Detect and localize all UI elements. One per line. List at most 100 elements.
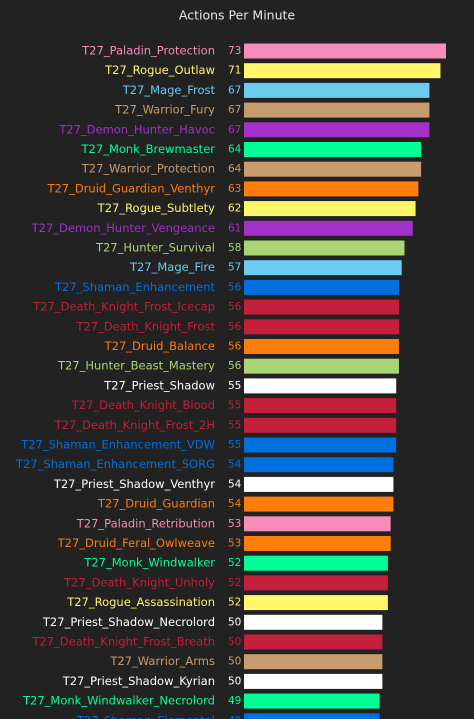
value-label: 56 [228, 281, 242, 293]
value-label: 54 [228, 498, 242, 510]
bar [244, 102, 430, 118]
category-label: T27_Monk_Brewmaster [81, 142, 216, 156]
value-label: 50 [228, 616, 241, 628]
bar [244, 575, 388, 591]
bar [244, 260, 402, 276]
category-label: T27_Shaman_Enhancement [54, 280, 215, 294]
value-label: 50 [228, 636, 241, 648]
category-label: T27_Druid_Guardian [97, 497, 215, 511]
bar [244, 417, 397, 433]
value-label: 62 [228, 203, 241, 215]
value-label: 57 [228, 262, 241, 274]
bar [244, 378, 397, 394]
category-label: T27_Demon_Hunter_Vengeance [31, 221, 215, 235]
bar [244, 299, 399, 315]
bar [244, 457, 394, 473]
value-label: 54 [228, 459, 242, 471]
value-label: 67 [228, 104, 241, 116]
value-label: 71 [228, 65, 241, 77]
value-label: 55 [228, 380, 241, 392]
category-label: T27_Priest_Shadow_Necrolord [42, 615, 215, 629]
category-label: T27_Monk_Windwalker [83, 556, 215, 570]
value-label: 63 [228, 183, 241, 195]
value-label: 55 [228, 400, 241, 412]
category-label: T27_Rogue_Assassination [66, 595, 215, 609]
bar [244, 201, 416, 217]
bar [244, 555, 388, 571]
bar [244, 43, 446, 59]
value-label: 58 [228, 242, 241, 254]
category-label: T27_Mage_Frost [122, 83, 216, 97]
category-label: T27_Hunter_Survival [95, 241, 215, 255]
category-label: T27_Mage_Fire [129, 260, 215, 274]
category-label: T27_Warrior_Protection [81, 162, 215, 176]
bar [244, 634, 383, 650]
bar [244, 437, 397, 453]
value-label: 64 [228, 163, 242, 175]
bar [244, 319, 399, 335]
category-label: T27_Rogue_Subtlety [97, 201, 216, 215]
category-label: T27_Rogue_Outlaw [104, 63, 215, 77]
value-label: 50 [228, 656, 241, 668]
value-label: 56 [228, 360, 242, 372]
value-label: 49 [228, 695, 241, 707]
category-label: T27_Demon_Hunter_Havoc [58, 122, 215, 136]
bar [244, 713, 380, 719]
category-label: T27_Druid_Balance [104, 339, 215, 353]
category-label: T27_Death_Knight_Frost_Breath [31, 635, 215, 649]
bar [244, 476, 394, 492]
bar [244, 339, 399, 354]
category-label: T27_Shaman_Enhancement_VDW [20, 438, 215, 452]
bar [244, 279, 399, 295]
category-label: T27_Druid_Guardian_Venthyr [46, 181, 215, 195]
bar [244, 673, 383, 689]
bar [244, 82, 430, 98]
category-label: T27_Death_Knight_Unholy [63, 575, 215, 589]
bar [244, 614, 383, 630]
category-label: T27_Death_Knight_Frost_2H [54, 418, 215, 432]
value-label: 67 [228, 84, 241, 96]
value-label: 52 [228, 577, 241, 589]
value-label: 67 [228, 124, 241, 136]
category-label: T27_Paladin_Protection [81, 44, 215, 58]
bar [244, 122, 430, 138]
bar [244, 654, 383, 670]
category-label: T27_Death_Knight_Frost_Icecap [32, 300, 215, 314]
bar [244, 595, 388, 611]
category-label: T27_Death_Knight_Frost [75, 319, 215, 333]
value-label: 53 [228, 518, 241, 530]
category-label: T27_Monk_Windwalker_Necrolord [22, 694, 215, 708]
bar [244, 161, 422, 177]
category-label: T27_Druid_Feral_Owlweave [57, 536, 215, 550]
category-label: T27_Shaman_Enhancement_SORG [15, 457, 215, 471]
value-label: 52 [228, 557, 241, 569]
value-label: 64 [228, 144, 242, 156]
value-label: 52 [228, 597, 241, 609]
bar [244, 63, 441, 79]
bar [244, 181, 419, 197]
category-label: T27_Priest_Shadow_Kyrian [62, 674, 215, 688]
chart-title: Actions Per Minute [179, 8, 296, 23]
value-label: 50 [228, 675, 241, 687]
category-label: T27_Hunter_Beast_Mastery [57, 359, 215, 373]
value-label: 56 [228, 301, 242, 313]
category-label: T27_Priest_Shadow [103, 378, 215, 392]
bar [244, 516, 391, 532]
category-label: T27_Priest_Shadow_Venthyr [53, 477, 215, 491]
bar [244, 240, 405, 256]
category-label: T27_Paladin_Retribution [76, 516, 215, 530]
category-label: T27_Warrior_Arms [109, 654, 215, 668]
value-label: 55 [228, 439, 241, 451]
value-label: 54 [228, 478, 242, 490]
bar [244, 142, 422, 157]
value-label: 53 [228, 538, 241, 550]
bar [244, 398, 397, 414]
value-label: 56 [228, 341, 242, 353]
bar [244, 496, 394, 512]
value-label: 49 [228, 715, 241, 719]
value-label: 56 [228, 321, 242, 333]
bar [244, 536, 391, 551]
value-label: 73 [228, 45, 241, 57]
category-label: T27_Death_Knight_Blood [71, 398, 215, 412]
